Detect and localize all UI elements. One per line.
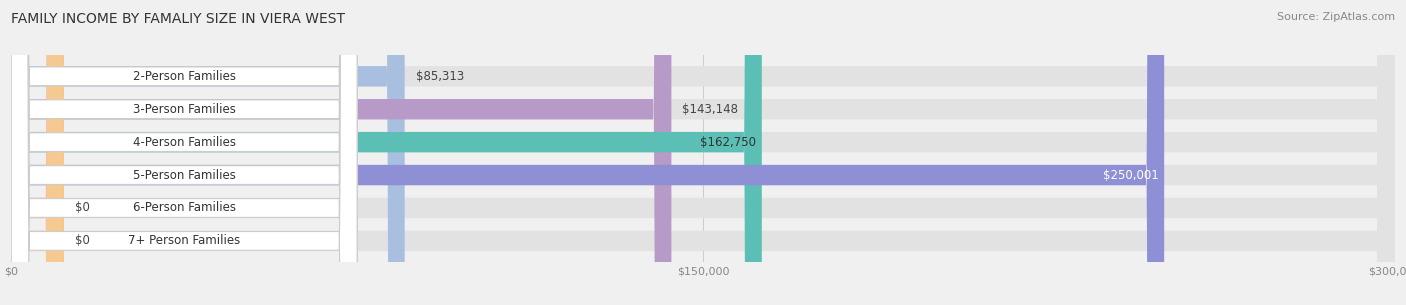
Text: $85,313: $85,313: [416, 70, 464, 83]
Text: $143,148: $143,148: [682, 103, 738, 116]
FancyBboxPatch shape: [11, 0, 63, 305]
FancyBboxPatch shape: [11, 0, 1395, 305]
FancyBboxPatch shape: [11, 0, 405, 305]
FancyBboxPatch shape: [11, 0, 1395, 305]
FancyBboxPatch shape: [11, 0, 357, 305]
FancyBboxPatch shape: [11, 0, 1164, 305]
Text: $0: $0: [75, 202, 90, 214]
FancyBboxPatch shape: [11, 0, 1395, 305]
Text: $162,750: $162,750: [700, 136, 756, 149]
FancyBboxPatch shape: [11, 0, 357, 305]
Text: 6-Person Families: 6-Person Families: [132, 202, 236, 214]
Text: 7+ Person Families: 7+ Person Families: [128, 235, 240, 247]
Text: Source: ZipAtlas.com: Source: ZipAtlas.com: [1277, 12, 1395, 22]
FancyBboxPatch shape: [11, 0, 357, 305]
Text: 2-Person Families: 2-Person Families: [132, 70, 236, 83]
FancyBboxPatch shape: [11, 0, 357, 305]
FancyBboxPatch shape: [11, 0, 1395, 305]
Text: FAMILY INCOME BY FAMALIY SIZE IN VIERA WEST: FAMILY INCOME BY FAMALIY SIZE IN VIERA W…: [11, 12, 346, 26]
Text: 3-Person Families: 3-Person Families: [132, 103, 236, 116]
FancyBboxPatch shape: [11, 0, 762, 305]
Text: 5-Person Families: 5-Person Families: [132, 169, 236, 181]
FancyBboxPatch shape: [11, 0, 357, 305]
FancyBboxPatch shape: [11, 0, 1395, 305]
Text: 4-Person Families: 4-Person Families: [132, 136, 236, 149]
Text: $0: $0: [75, 235, 90, 247]
FancyBboxPatch shape: [11, 0, 1395, 305]
FancyBboxPatch shape: [11, 0, 357, 305]
Text: $250,001: $250,001: [1102, 169, 1159, 181]
FancyBboxPatch shape: [11, 0, 63, 305]
FancyBboxPatch shape: [11, 0, 672, 305]
